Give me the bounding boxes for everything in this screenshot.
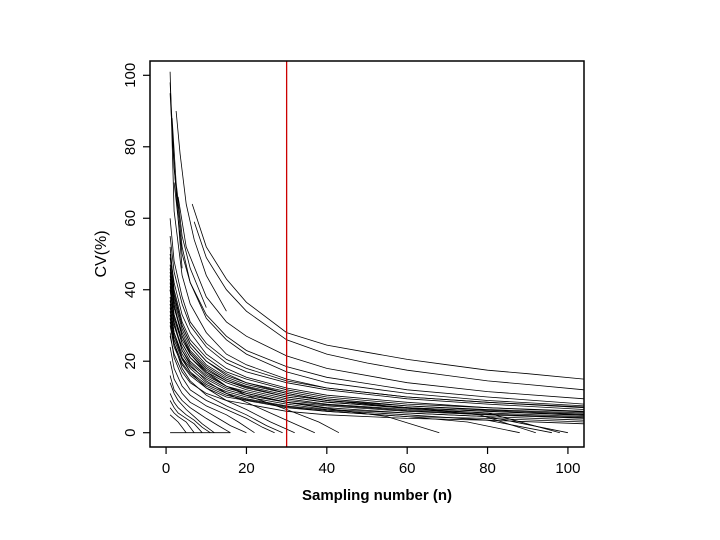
y-tick-label: 100: [122, 63, 139, 88]
series-line: [169, 325, 584, 423]
x-tick-label: 60: [399, 460, 416, 477]
series-line: [169, 336, 584, 425]
y-tick-label: 20: [122, 353, 139, 370]
series-line: [191, 203, 584, 380]
series-line: [169, 264, 584, 414]
series-line: [169, 414, 187, 433]
y-tick-label: 80: [122, 138, 139, 155]
series-line: [169, 271, 584, 415]
series-lines: [169, 71, 584, 434]
series-line: [169, 382, 215, 434]
y-axis: 0 20 40 60 80 100: [122, 63, 150, 437]
y-tick-label: 0: [122, 429, 139, 437]
series-line: [169, 289, 315, 434]
plot-frame: [149, 60, 585, 448]
series-line: [169, 218, 584, 408]
series-line: [175, 110, 227, 312]
series-line: [169, 332, 275, 434]
series-line: [169, 400, 203, 433]
series-line: [169, 289, 584, 417]
series-line: [177, 196, 584, 400]
series-line: [169, 286, 584, 416]
series-line: [169, 296, 584, 419]
series-line: [169, 393, 211, 434]
series-line: [169, 303, 295, 434]
series-line: [169, 375, 231, 434]
series-line: [169, 275, 561, 434]
x-tick-label: 40: [318, 460, 335, 477]
x-axis: 0 20 40 60 80 100: [162, 447, 580, 477]
series-line: [173, 182, 584, 405]
series-line: [169, 93, 584, 407]
series-line: [193, 221, 584, 391]
x-tick-label: 100: [555, 460, 580, 477]
series-line: [169, 361, 247, 434]
series-line: [169, 318, 283, 434]
series-line: [169, 314, 552, 434]
series-line: [169, 246, 584, 413]
x-tick-label: 0: [162, 460, 170, 477]
x-tick-label: 80: [479, 460, 496, 477]
series-line: [169, 253, 584, 412]
series-line: [169, 268, 340, 434]
series-line: [169, 236, 584, 410]
y-tick-label: 60: [122, 210, 139, 227]
y-axis-title: CV(%): [93, 230, 110, 277]
x-axis-title: Sampling number (n): [302, 487, 452, 504]
y-tick-label: 40: [122, 281, 139, 298]
series-line: [171, 118, 207, 308]
x-tick-label: 20: [238, 460, 255, 477]
series-line: [169, 307, 568, 434]
series-line: [169, 346, 255, 434]
series-line: [169, 300, 584, 419]
series-line: [169, 407, 195, 433]
series-line: [169, 71, 584, 409]
